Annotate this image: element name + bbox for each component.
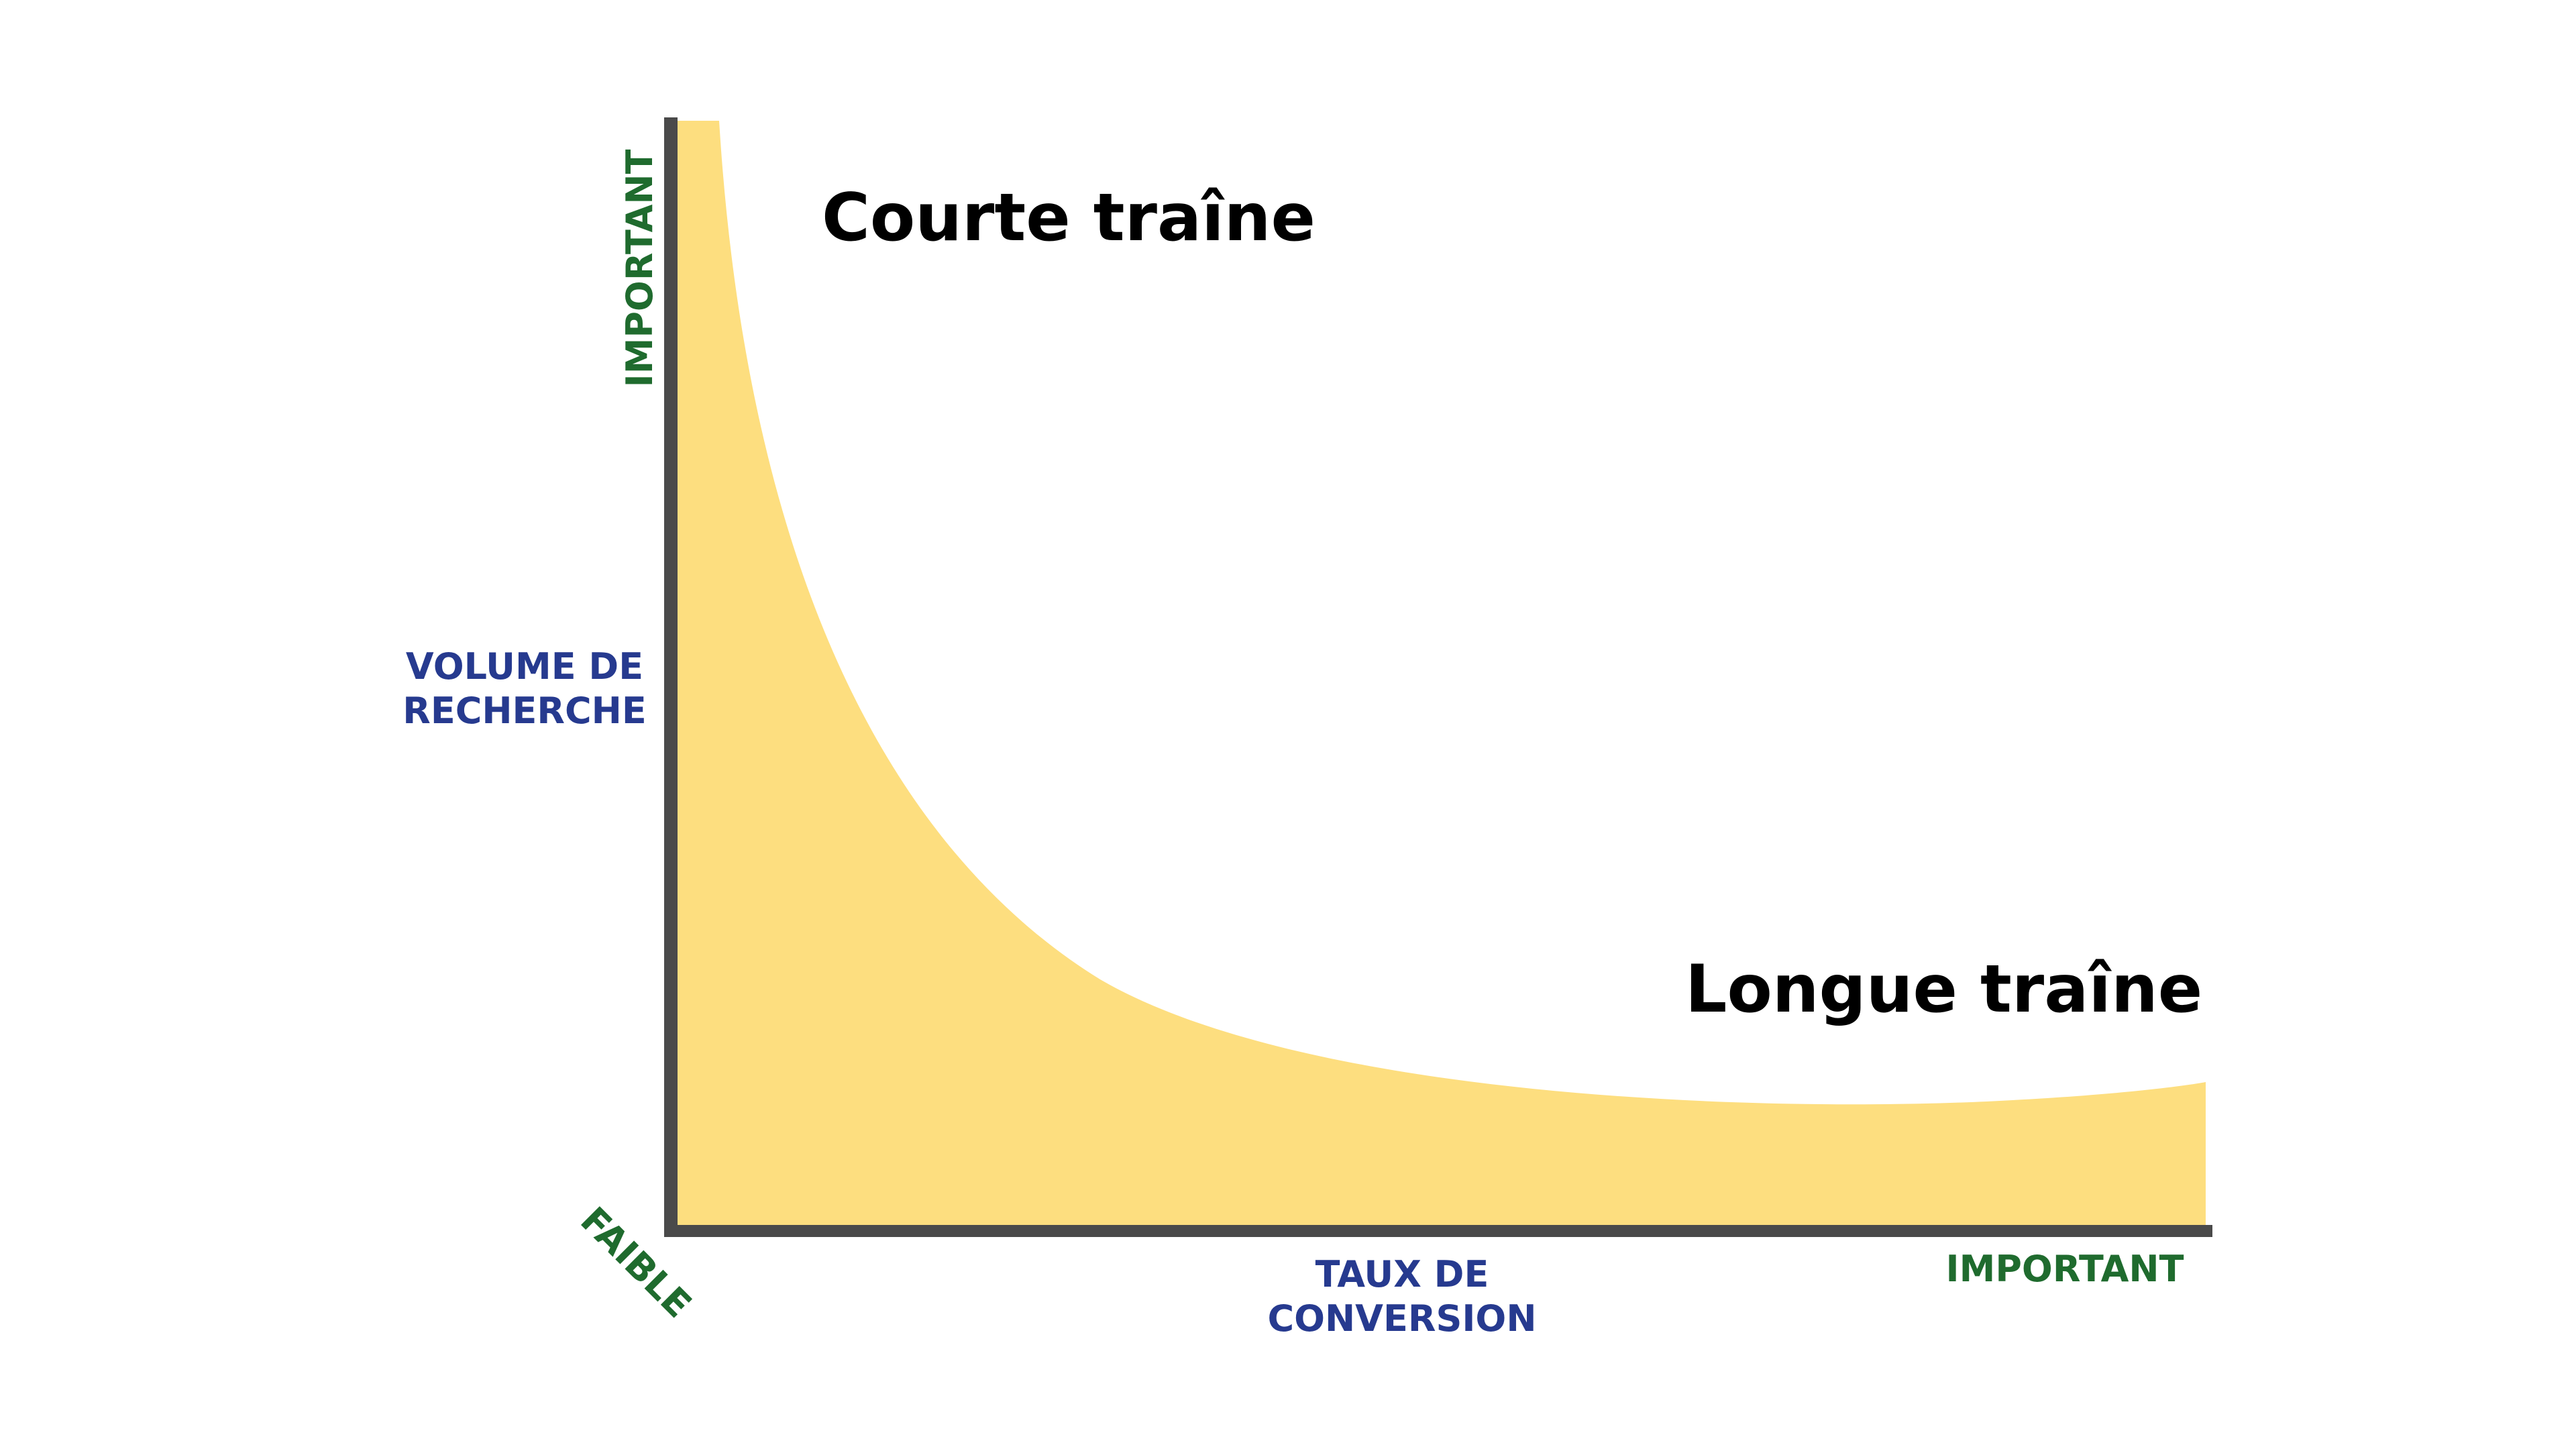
long-tail-label: Longue traîne [1685,951,2202,1028]
short-tail-label: Courte traîne [822,180,1316,256]
x-axis-title-line1: TAUX DE [1316,1253,1489,1295]
y-axis-high-label: IMPORTANT [619,149,661,387]
x-axis-high-label: IMPORTANT [1946,1248,2184,1290]
long-tail-curve-area [671,121,2206,1228]
x-axis-title-line2: CONVERSION [1267,1297,1536,1340]
y-axis-title-line2: RECHERCHE [402,690,646,732]
y-axis-title-line1: VOLUME DE [406,645,643,688]
